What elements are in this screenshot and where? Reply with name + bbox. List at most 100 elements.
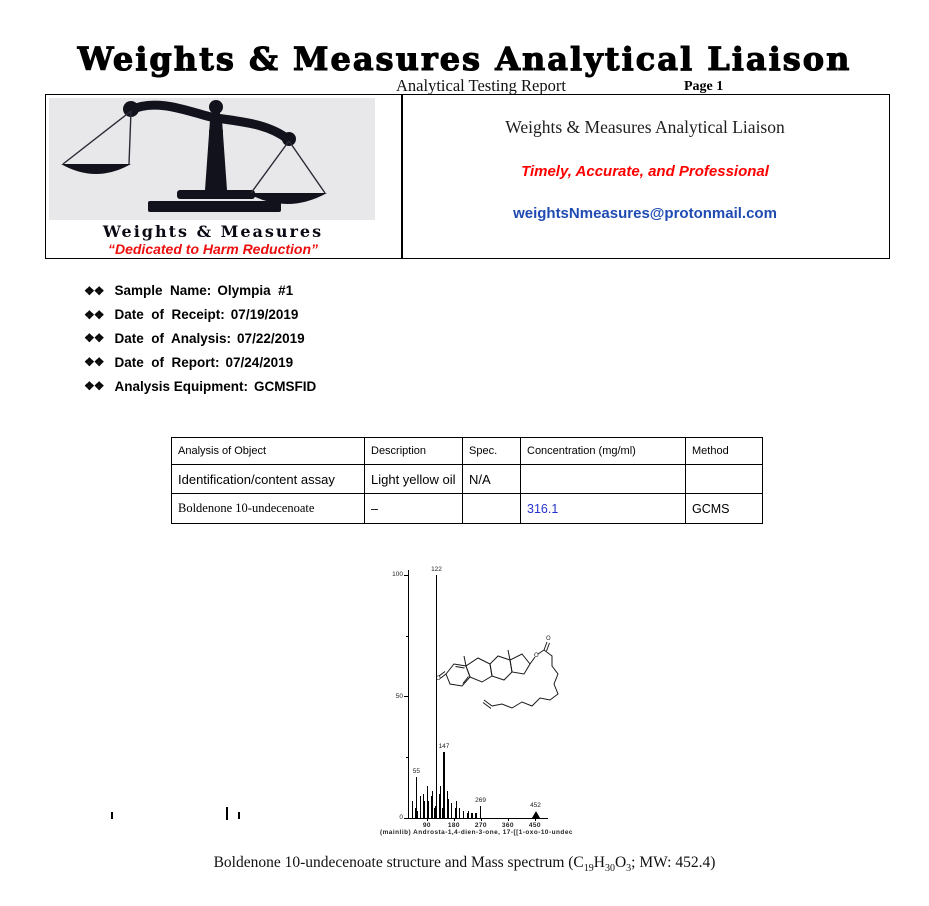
- ydash: [404, 574, 408, 576]
- ylabel: 50: [395, 692, 403, 700]
- molecular-structure: O O O: [436, 614, 566, 719]
- letterhead-box: Weights & Measures “Dedicated to Harm Re…: [45, 94, 890, 259]
- report-subtitle: Analytical Testing Report: [396, 76, 566, 95]
- svg-text:O: O: [436, 675, 441, 682]
- logo-image: [49, 98, 375, 220]
- logo-brand-text: Weights & Measures: [102, 222, 324, 241]
- cell-concentration: 316.1: [520, 493, 686, 524]
- col-analysis: Analysis of Object: [171, 437, 365, 465]
- analysis-date-label: Date of Analysis:: [114, 330, 232, 346]
- bar: [466, 813, 468, 818]
- list-item: ❖❖ Date of Receipt: 07/19/2019: [84, 303, 316, 327]
- xlabel: 450: [528, 822, 541, 829]
- bar: [434, 805, 436, 818]
- sample-info-list: ❖❖ Sample Name: Olympia #1 ❖❖ Date of Re…: [84, 279, 316, 398]
- bar: [471, 813, 473, 818]
- ydash: [404, 817, 408, 819]
- cell-spec: [462, 493, 521, 524]
- balance-scale-icon: [61, 100, 327, 212]
- xlabel: 90: [422, 822, 431, 829]
- bar: [419, 796, 421, 818]
- bar: [458, 810, 460, 818]
- table-header-row: Analysis of Object Description Spec. Con…: [171, 437, 763, 465]
- list-item: ❖❖ Date of Report: 07/24/2019: [84, 350, 316, 374]
- bar: [480, 805, 482, 818]
- ydash: [404, 696, 408, 697]
- report-date-label: Date of Report:: [114, 354, 220, 370]
- xlabel: 270: [474, 822, 487, 829]
- col-concentration: Concentration (mg/ml): [520, 437, 686, 465]
- diamond-bullet-icon: ❖❖: [84, 283, 104, 298]
- xlabel: 180: [447, 822, 460, 829]
- cell-method: GCMS: [685, 493, 763, 524]
- equipment-value: GCMSFID: [254, 378, 317, 394]
- xtick: [507, 818, 509, 821]
- results-table: Analysis of Object Description Spec. Con…: [171, 437, 763, 524]
- xtick: [480, 818, 482, 821]
- analysis-date-value: 07/22/2019: [237, 330, 305, 346]
- bar: [426, 786, 428, 818]
- col-spec: Spec.: [462, 437, 521, 465]
- bar: [471, 813, 473, 818]
- svg-text:O: O: [546, 635, 551, 642]
- bar: [438, 805, 440, 818]
- list-item: ❖❖ Sample Name: Olympia #1: [84, 279, 316, 303]
- receipt-date-value: 07/19/2019: [230, 307, 299, 323]
- scan-artifact: [238, 812, 240, 819]
- bar: [433, 808, 435, 818]
- bar: [423, 800, 425, 818]
- plabel: 55: [412, 767, 420, 775]
- bar: [411, 800, 413, 818]
- bar: [423, 793, 425, 818]
- bar: [420, 805, 422, 818]
- bar: [422, 800, 424, 818]
- bar: [455, 800, 457, 818]
- ylabel: 0: [399, 814, 403, 821]
- bar: [435, 575, 438, 818]
- bar: [447, 791, 449, 818]
- plabel: 269: [475, 796, 487, 804]
- bar: [459, 808, 461, 818]
- ydash: [406, 635, 408, 637]
- bar: [454, 808, 456, 818]
- bar: [463, 813, 465, 818]
- sample-name-label: Sample Name:: [114, 283, 212, 299]
- page-number: Page 1: [684, 79, 724, 94]
- sample-name-value: Olympia #1: [217, 283, 294, 299]
- receipt-date-label: Date of Receipt:: [114, 307, 225, 323]
- list-item: ❖❖ Analysis Equipment: GCMSFID: [84, 374, 316, 398]
- xtick: [534, 818, 536, 821]
- bar: [439, 793, 441, 818]
- org-motto: Timely, Accurate, and Professional: [521, 163, 769, 180]
- equipment-label: Analysis Equipment:: [114, 378, 249, 394]
- ylabel: 100: [392, 571, 403, 578]
- xlabel: 360: [501, 822, 514, 829]
- bar: [475, 813, 477, 818]
- bar: [462, 810, 464, 818]
- bar: [415, 776, 418, 818]
- scan-artifact: [111, 812, 113, 819]
- bar: [442, 808, 444, 818]
- x-axis: [405, 818, 548, 820]
- contact-email-link[interactable]: weightsNmeasures@protonmail.com: [513, 205, 777, 222]
- cell-spec: N/A: [462, 464, 521, 494]
- diamond-bullet-icon: ❖❖: [84, 355, 104, 370]
- bar: [430, 796, 432, 818]
- bar: [467, 810, 469, 818]
- cell-analysis: Boldenone 10-undecenoate: [171, 493, 365, 524]
- table-row: Boldenone 10-undecenoate – 316.1 GCMS: [171, 493, 763, 524]
- diamond-bullet-icon: ❖❖: [84, 307, 104, 322]
- bar: [439, 786, 441, 818]
- bar: [427, 800, 429, 818]
- spectrum-source-line: (mainlib) Androsta-1,4-dien-3-one, 17-[[…: [380, 829, 573, 836]
- bar: [431, 791, 433, 818]
- report-date-value: 07/24/2019: [225, 354, 294, 370]
- bar: [447, 798, 449, 818]
- table-row: Identification/content assay Light yello…: [171, 464, 763, 494]
- cell-analysis: Identification/content assay: [171, 464, 365, 494]
- plabel: 452: [530, 801, 541, 809]
- logo-tagline: “Dedicated to Harm Reduction”: [107, 241, 319, 257]
- spectrum-plot: O O O (mainlib) Androsta-1,4-dien-3-one,…: [380, 558, 625, 858]
- xtick: [453, 818, 455, 821]
